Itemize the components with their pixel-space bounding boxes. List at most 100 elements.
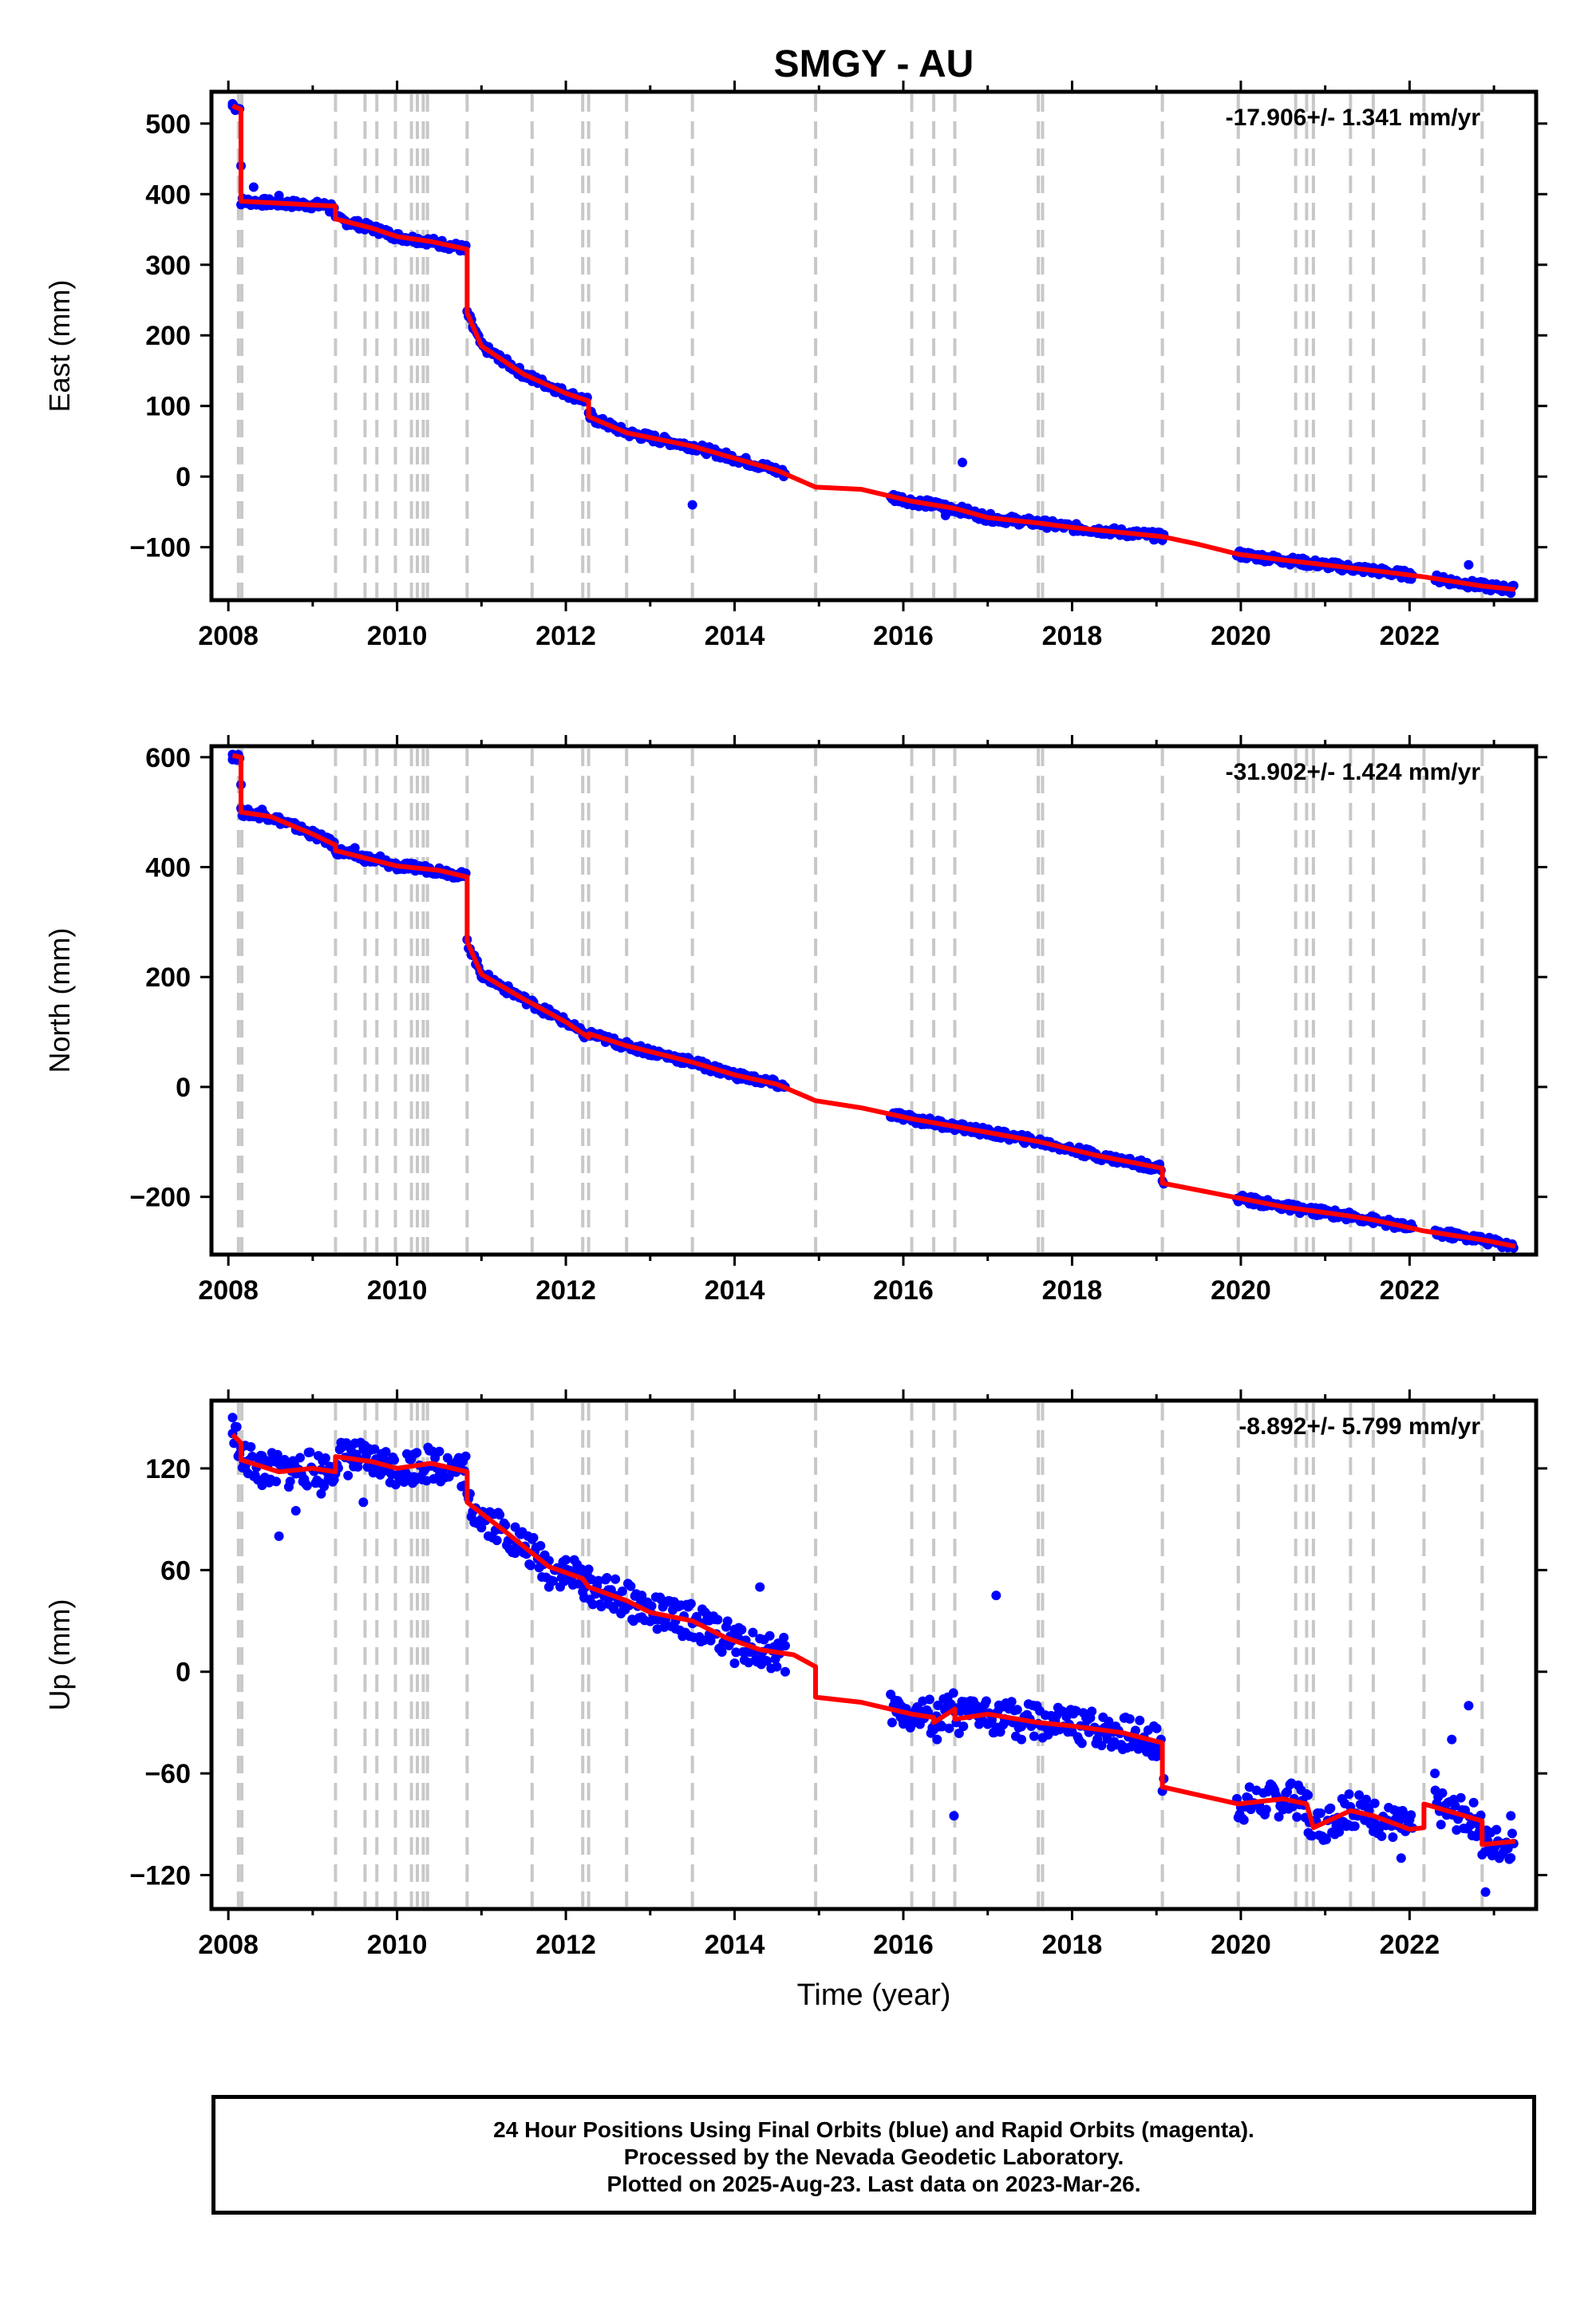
x-tick-label: 2018 xyxy=(1042,1930,1103,1960)
data-point xyxy=(1450,1800,1460,1811)
data-point xyxy=(227,1413,238,1423)
data-point xyxy=(1315,1808,1325,1819)
x-tick-label: 2012 xyxy=(535,1930,596,1960)
data-point xyxy=(1354,1790,1365,1800)
data-point xyxy=(958,1721,969,1732)
x-tick-label: 2012 xyxy=(535,621,596,651)
caption-line-3: Plotted on 2025-Aug-23. Last data on 202… xyxy=(606,2172,1141,2196)
data-point xyxy=(1468,1797,1479,1808)
x-tick-label: 2022 xyxy=(1380,1930,1440,1960)
x-tick-label: 2014 xyxy=(705,621,765,651)
model-line xyxy=(231,1433,1515,1848)
data-point xyxy=(295,1452,306,1463)
plot-frame xyxy=(209,89,1539,603)
data-point xyxy=(444,1472,454,1482)
data-point xyxy=(319,1481,330,1492)
y-tick-label: 60 xyxy=(160,1555,191,1586)
y-tick-label: −100 xyxy=(129,533,191,563)
data-point xyxy=(358,1497,369,1508)
data-point xyxy=(1456,1792,1466,1803)
caption-box: 24 Hour Positions Using Final Orbits (bl… xyxy=(211,2095,1536,2215)
x-tick-label: 2022 xyxy=(1380,1275,1440,1306)
model-line xyxy=(231,103,1515,592)
data-point xyxy=(698,1635,709,1646)
rate-annotation: -31.902+/- 1.424 mm/yr xyxy=(1226,759,1481,785)
data-point xyxy=(659,1622,670,1632)
data-point xyxy=(305,1447,315,1457)
data-point xyxy=(1077,1738,1087,1749)
data-point xyxy=(526,1560,536,1571)
data-point xyxy=(958,457,968,468)
x-tick-label: 2010 xyxy=(367,1275,428,1306)
data-point xyxy=(1388,1832,1398,1843)
y-tick-label: 0 xyxy=(176,1073,191,1103)
data-point xyxy=(729,1658,740,1669)
data-point xyxy=(389,1455,400,1465)
data-point xyxy=(1325,1803,1336,1813)
x-tick-label: 2008 xyxy=(198,1275,259,1306)
data-point xyxy=(933,1700,943,1710)
data-point xyxy=(247,1452,258,1462)
data-point xyxy=(430,1452,440,1463)
data-point xyxy=(764,1630,775,1641)
x-tick-label: 2018 xyxy=(1042,621,1103,651)
data-point xyxy=(271,1476,282,1487)
data-point xyxy=(248,182,259,192)
data-point xyxy=(246,1442,256,1452)
panel-up: 2008 2010 2012 2014 2016 2018 2020 2022 120 60 0 −6… xyxy=(43,1389,1547,1960)
data-point xyxy=(1087,1706,1097,1717)
data-point xyxy=(460,1451,471,1461)
data-point xyxy=(1282,1787,1293,1797)
data-point xyxy=(1377,1831,1387,1841)
y-tick-label: 120 xyxy=(145,1454,191,1484)
data-point xyxy=(1480,1887,1491,1897)
data-point xyxy=(1491,1824,1502,1835)
data-point xyxy=(290,1506,301,1516)
caption-line-2: Processed by the Nevada Geodetic Laborat… xyxy=(623,2144,1124,2169)
data-point xyxy=(1096,1741,1107,1751)
y-tick-label: 300 xyxy=(145,251,191,281)
data-point xyxy=(1396,1853,1406,1863)
data-point xyxy=(722,1616,733,1626)
data-point xyxy=(924,1694,934,1705)
data-point xyxy=(593,1575,603,1586)
data-point xyxy=(1464,1701,1474,1711)
data-point xyxy=(617,1586,627,1596)
data-point xyxy=(587,1599,598,1610)
data-point xyxy=(492,1535,502,1546)
data-point xyxy=(948,1688,958,1698)
y-tick-label: −200 xyxy=(129,1183,191,1213)
data-point xyxy=(772,1662,782,1672)
data-point xyxy=(991,1591,1001,1601)
data-point xyxy=(587,1575,597,1585)
data-point xyxy=(687,500,697,510)
data-point xyxy=(369,1444,380,1454)
data-point xyxy=(548,1576,559,1587)
data-point xyxy=(748,1627,758,1638)
data-point xyxy=(1135,1715,1145,1725)
rate-annotation: -8.892+/- 5.799 mm/yr xyxy=(1238,1413,1480,1440)
x-tick-label: 2010 xyxy=(367,621,428,651)
data-point xyxy=(495,1510,505,1520)
y-tick-label: 600 xyxy=(145,743,191,773)
y-tick-label: 0 xyxy=(176,462,191,492)
data-point xyxy=(1274,1812,1284,1822)
data-point xyxy=(609,1604,619,1614)
data-point xyxy=(1506,1852,1516,1863)
x-tick-label: 2022 xyxy=(1380,621,1440,651)
x-tick-label: 2012 xyxy=(535,1275,596,1306)
data-point xyxy=(685,1599,696,1609)
y-tick-label: 100 xyxy=(145,392,191,422)
data-point xyxy=(1437,1788,1448,1798)
y-axis-label: East (mm) xyxy=(43,280,76,413)
data-point xyxy=(755,1582,765,1592)
plot-frame xyxy=(209,744,1539,1257)
data-point xyxy=(1447,1734,1457,1745)
x-tick-label: 2008 xyxy=(198,1930,259,1960)
data-point xyxy=(1010,1731,1021,1741)
caption-line-1: 24 Hour Positions Using Final Orbits (bl… xyxy=(493,2117,1254,2142)
data-point xyxy=(646,1601,657,1611)
x-tick-label: 2010 xyxy=(367,1930,428,1960)
data-point xyxy=(412,1448,422,1458)
data-point xyxy=(1464,559,1474,570)
